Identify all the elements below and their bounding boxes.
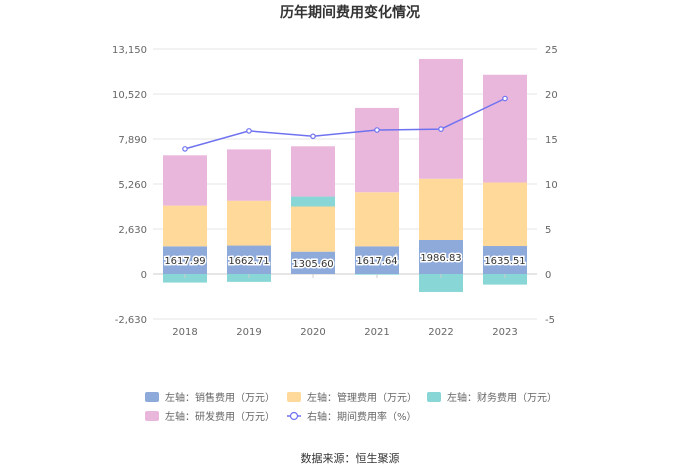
x-tick-label: 2021 <box>364 327 389 338</box>
legend-item: 左轴：管理费用（万元） <box>287 391 417 404</box>
y-right-tick-label: 20 <box>545 90 558 101</box>
legend: 左轴：销售费用（万元） 左轴：管理费用（万元） 左轴：财务费用（万元） 左轴：研发费用… <box>145 391 557 423</box>
bar-value-label: 1617.99 <box>164 256 205 267</box>
bar-segment <box>419 58 463 179</box>
y-right-tick-label: -5 <box>545 315 555 326</box>
bar-segment <box>419 240 463 274</box>
source-note: 数据来源：恒生聚源 <box>301 451 400 465</box>
bar-value-label: 1662.71 <box>228 256 269 267</box>
bar-segment <box>355 246 399 274</box>
bar-segment <box>419 274 463 292</box>
y-left-tick-label: 2,630 <box>118 225 147 236</box>
bar-segment <box>163 155 207 206</box>
x-tick-label: 2019 <box>236 327 261 338</box>
legend-item: 左轴：财务费用（万元） <box>427 391 557 404</box>
bar-value-label: 1986.83 <box>420 253 461 264</box>
y-right-tick-label: 15 <box>545 135 558 146</box>
legend-item: 左轴：研发费用（万元） <box>145 410 275 423</box>
legend-label: 左轴：研发费用（万元） <box>165 410 275 423</box>
bar-value-label: 1305.60 <box>292 259 333 270</box>
rate-point <box>182 146 188 152</box>
legend-item: 右轴：期间费用率（%） <box>287 410 417 423</box>
bar-value-label: 1635.51 <box>484 256 525 267</box>
rate-line-path <box>184 97 506 150</box>
bar-value-label: 1617.64 <box>356 256 397 267</box>
x-tick-label: 2022 <box>428 327 453 338</box>
legend-swatch <box>287 392 301 402</box>
x-tick-label: 2020 <box>300 327 325 338</box>
legend-swatch <box>427 392 441 402</box>
y-axis-left: 13,150 10,520 7,890 5,260 2,630 0 -2,630 <box>112 45 147 326</box>
y-left-tick-label: 5,260 <box>118 180 147 191</box>
bar-segment <box>291 196 335 207</box>
x-tick-label: 2023 <box>492 327 517 338</box>
bar-segment <box>163 274 207 283</box>
bar-segment <box>227 245 271 274</box>
legend-label: 左轴：管理费用（万元） <box>307 391 417 404</box>
rate-point <box>310 133 316 140</box>
bar-segment <box>163 246 207 274</box>
rate-point <box>374 127 380 133</box>
bar-segment <box>483 182 527 247</box>
y-left-tick-label: 7,890 <box>118 135 147 146</box>
rate-point <box>502 95 508 102</box>
bar-segment <box>291 146 335 197</box>
y-left-tick-label: 0 <box>141 270 147 281</box>
legend-marker <box>289 411 299 421</box>
bar-segment <box>483 74 527 183</box>
y-left-tick-label: 10,520 <box>112 90 147 101</box>
y-left-tick-label: -2,630 <box>115 315 147 326</box>
y-axis-right: 25 20 15 10 5 0 -5 <box>545 45 558 326</box>
rate-point <box>438 126 444 132</box>
bar-segment <box>291 251 335 274</box>
bar-segment <box>483 274 527 285</box>
legend-label: 右轴：期间费用率（%） <box>307 410 417 423</box>
legend-swatch <box>145 392 159 402</box>
bar-segment <box>291 206 335 252</box>
legend-swatch <box>145 411 159 421</box>
chart-title: 历年期间费用变化情况 <box>280 4 420 21</box>
bar-segment <box>483 246 527 274</box>
bar-labels: 1617.99 1662.71 1305.60 1617.64 1986.83 1635.… <box>163 252 527 272</box>
bar-segment <box>355 192 399 247</box>
y-right-tick-label: 5 <box>545 225 551 236</box>
legend-label: 左轴：财务费用（万元） <box>447 391 557 404</box>
y-right-tick-label: 0 <box>545 270 551 281</box>
bar-segment <box>355 107 399 193</box>
gridlines <box>153 48 537 320</box>
bars <box>163 58 527 292</box>
rate-point <box>246 128 252 134</box>
x-tick-label: 2018 <box>172 327 197 338</box>
bar-segment <box>163 205 207 247</box>
legend-item: 左轴：销售费用（万元） <box>145 391 275 404</box>
bar-segment <box>419 178 463 241</box>
rate-line <box>182 95 508 152</box>
y-left-tick-label: 13,150 <box>112 45 147 56</box>
bar-segment <box>227 149 271 201</box>
y-right-tick-label: 25 <box>545 45 558 56</box>
legend-label: 左轴：销售费用（万元） <box>165 391 275 404</box>
bar-segment <box>227 200 271 246</box>
y-right-tick-label: 10 <box>545 180 558 191</box>
x-axis: 2018 2019 2020 2021 2022 2023 <box>172 274 518 338</box>
